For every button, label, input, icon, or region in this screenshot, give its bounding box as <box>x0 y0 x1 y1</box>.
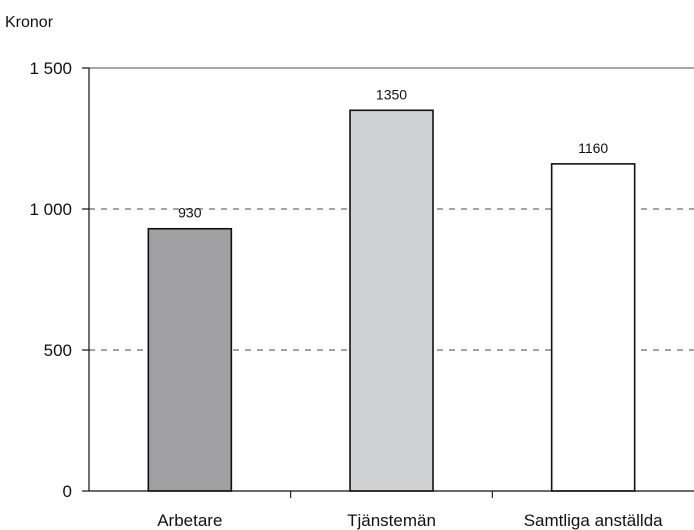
bar-2 <box>550 163 636 492</box>
y-tick-label-1: 500 <box>44 341 72 360</box>
label-layer: 930 Arbetare 1350 Tjänstemän 1160 Samtliga an… <box>157 86 663 530</box>
bar-value-label-1: 1350 <box>376 86 407 102</box>
y-tick-label-3: 1 500 <box>29 59 72 78</box>
x-category-label-1: Tjänstemän <box>347 511 436 530</box>
bar-value-label-0: 930 <box>178 205 202 221</box>
x-category-label-0: Arbetare <box>157 511 222 530</box>
axis-layer: 0 500 1 000 1 500 <box>29 59 694 501</box>
bar-value-label-2: 1160 <box>578 140 608 156</box>
y-tick-label-0: 0 <box>63 482 72 501</box>
bar-1 <box>349 109 434 492</box>
x-category-label-2: Samtliga anställda <box>524 511 663 530</box>
y-axis-label: Kronor <box>5 14 54 31</box>
bar-layer <box>147 109 636 492</box>
y-tick-label-2: 1 000 <box>29 200 72 219</box>
bar-0 <box>147 227 233 492</box>
